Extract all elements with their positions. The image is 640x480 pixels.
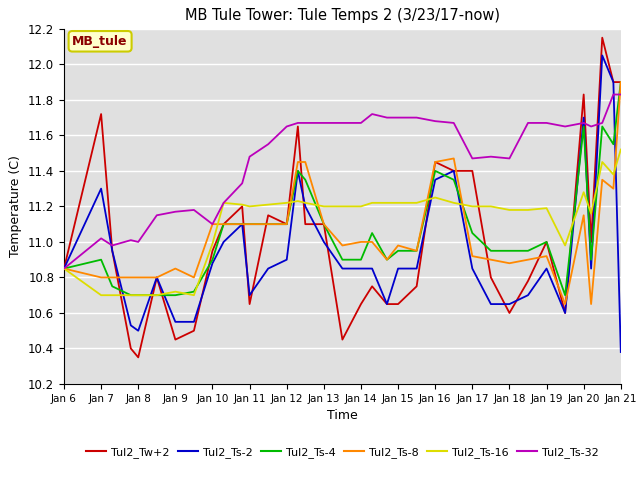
Y-axis label: Temperature (C): Temperature (C) [10, 156, 22, 257]
Legend: Tul2_Tw+2, Tul2_Ts-2, Tul2_Ts-4, Tul2_Ts-8, Tul2_Ts-16, Tul2_Ts-32: Tul2_Tw+2, Tul2_Ts-2, Tul2_Ts-4, Tul2_Ts… [82, 443, 603, 463]
Text: MB_tule: MB_tule [72, 35, 128, 48]
X-axis label: Time: Time [327, 409, 358, 422]
Title: MB Tule Tower: Tule Temps 2 (3/23/17-now): MB Tule Tower: Tule Temps 2 (3/23/17-now… [185, 9, 500, 24]
